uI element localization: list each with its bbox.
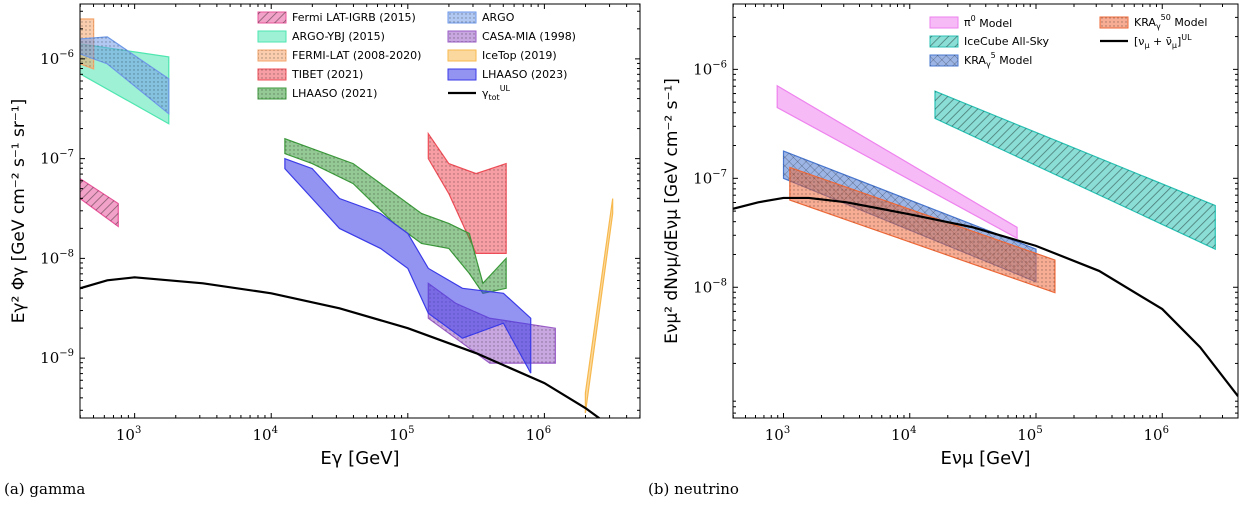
- caption-gamma: (a) gamma: [4, 480, 86, 498]
- legend-label: γtotUL: [482, 84, 511, 102]
- legend-item: IceTop (2019): [447, 49, 557, 62]
- legend-item: FERMI-LAT (2008-2020): [257, 49, 421, 62]
- legend-swatch: [447, 49, 477, 62]
- legend-label: Fermi LAT-IGRB (2015): [292, 11, 416, 24]
- legend-swatch-hatch: [1100, 17, 1128, 28]
- plot-area: [733, 84, 1238, 397]
- legend-label: KRAγ5 Model: [964, 51, 1032, 69]
- legend-label: IceCube All-Sky: [964, 35, 1050, 48]
- legend-item: IceCube All-Sky: [929, 35, 1050, 48]
- legend-label: [νμ + ν̄μ]UL: [1134, 33, 1192, 50]
- legend-label: CASA-MIA (1998): [482, 30, 576, 43]
- legend-swatch-hatch: [258, 50, 286, 61]
- y-tick-label: 10−6: [40, 49, 74, 68]
- legend-swatch: [447, 68, 477, 81]
- legend-label: ARGO: [482, 11, 515, 24]
- legend-label: KRAγ50 Model: [1134, 13, 1207, 31]
- legend-item: KRAγ5 Model: [929, 51, 1032, 69]
- legend-swatch-hatch: [258, 88, 286, 99]
- upper-limit-line: [733, 196, 1238, 397]
- legend-label: TIBET (2021): [291, 68, 363, 81]
- legend-label: LHAASO (2021): [292, 87, 377, 100]
- band-lhaaso-2021--hatch: [284, 138, 507, 294]
- band-lhaaso-2023-: [284, 157, 532, 374]
- legend-item: LHAASO (2023): [447, 68, 567, 81]
- band-icetop-2019-: [584, 198, 614, 414]
- legend-item: π0 Model: [929, 14, 1012, 30]
- legend-item: Fermi LAT-IGRB (2015): [257, 11, 416, 24]
- legend-label: π0 Model: [964, 14, 1012, 30]
- x-tick-label: 105: [1017, 425, 1042, 444]
- plot-area: [80, 18, 614, 418]
- legend-swatch-hatch: [930, 36, 958, 47]
- legend-item: LHAASO (2021): [257, 87, 377, 100]
- legend-item: TIBET (2021): [257, 68, 363, 81]
- legend-label: FERMI-LAT (2008-2020): [292, 49, 421, 62]
- gamma-chart: 103 104 105 106 10−9 10−8 10−7 10−6 Eγ [GeV] Eγ² …: [9, 3, 641, 469]
- legend-item: KRAγ50 Model: [1099, 13, 1207, 31]
- y-tick-label: 10−6: [693, 59, 727, 78]
- legend-swatch: [257, 30, 287, 43]
- neutrino-chart: 103 104 105 106 10−8 10−7 10−6 Eνμ [GeV] Eνμ² dN…: [662, 3, 1239, 469]
- legend-swatch-hatch: [258, 69, 286, 80]
- legend-item: [νμ + ν̄μ]UL: [1100, 33, 1192, 50]
- x-axis-label: Eνμ [GeV]: [941, 448, 1031, 469]
- legend-swatch-hatch: [448, 12, 476, 23]
- legend-swatch-hatch: [258, 12, 286, 23]
- y-axis-label: Eνμ² dNνμ/dEνμ [GeV cm⁻² s⁻¹]: [662, 78, 682, 344]
- legend-swatch: [929, 16, 959, 29]
- x-tick-label: 104: [891, 425, 916, 444]
- legend-item: γtotUL: [448, 84, 511, 102]
- legend-swatch-hatch: [448, 31, 476, 42]
- x-tick-label: 103: [765, 425, 790, 444]
- legend-label: IceTop (2019): [482, 49, 557, 62]
- legend-label: LHAASO (2023): [482, 68, 567, 81]
- x-tick-label: 104: [252, 425, 277, 444]
- y-tick-label: 10−8: [40, 248, 74, 267]
- legend-item: ARGO-YBJ (2015): [257, 30, 385, 43]
- band-kra-50-model-hatch: [789, 167, 1055, 293]
- x-tick-label: 103: [116, 425, 141, 444]
- x-axis-label: Eγ [GeV]: [320, 448, 399, 469]
- y-tick-label: 10−7: [693, 168, 727, 187]
- x-tick-label: 106: [526, 425, 551, 444]
- legend-swatch-hatch: [930, 55, 958, 66]
- band-tibet-2021--hatch: [428, 133, 507, 254]
- upper-limit-line: [80, 276, 601, 418]
- legend-item: CASA-MIA (1998): [447, 30, 576, 43]
- y-axis-label: Eγ² Φγ [GeV cm⁻² s⁻¹ sr⁻¹]: [9, 99, 29, 324]
- x-tick-label: 105: [389, 425, 414, 444]
- legend-label: ARGO-YBJ (2015): [292, 30, 385, 43]
- band-icecube-all-sky-hatch: [935, 91, 1216, 250]
- caption-neutrino: (b) neutrino: [648, 480, 739, 498]
- y-tick-label: 10−7: [40, 149, 74, 168]
- x-tick-label: 106: [1144, 425, 1169, 444]
- y-tick-label: 10−8: [693, 277, 727, 296]
- band--0-model: [776, 84, 1018, 240]
- y-tick-label: 10−9: [40, 348, 74, 367]
- band-fermi-lat-igrb-2015--hatch: [80, 178, 119, 227]
- band-argo-hatch: [80, 36, 169, 114]
- legend-item: ARGO: [447, 11, 515, 24]
